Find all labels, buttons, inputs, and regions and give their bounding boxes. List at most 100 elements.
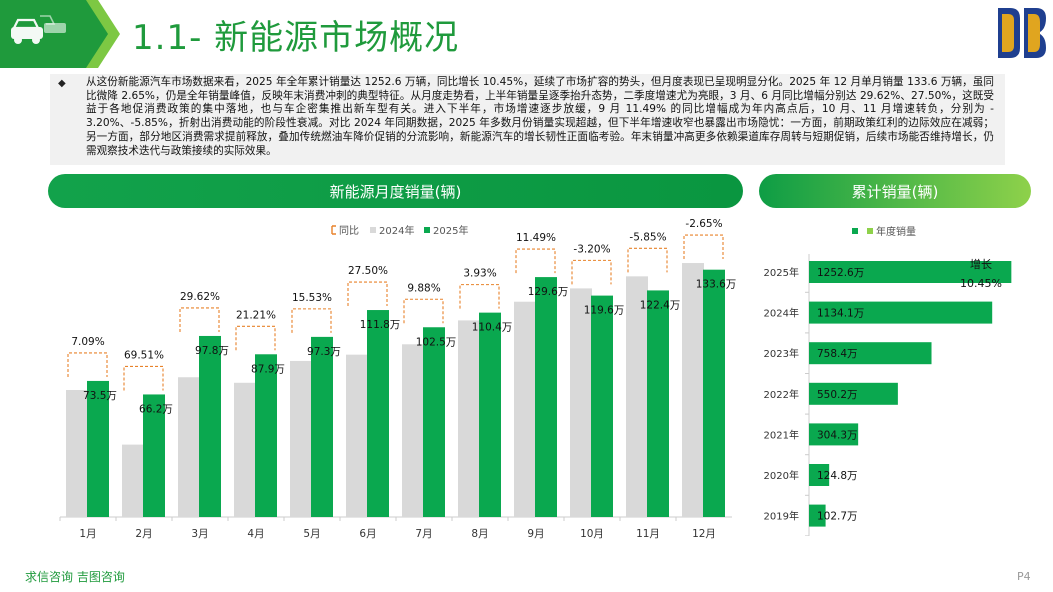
- legend-swatch-yoy: [331, 225, 336, 235]
- page-number: P4: [1017, 570, 1031, 583]
- cumulative-bar-label: 1134.1万: [817, 308, 864, 320]
- x-tick-label: 12月: [692, 528, 716, 540]
- x-tick-label: 2月: [135, 528, 152, 540]
- cumulative-bar: [809, 342, 932, 365]
- yoy-label: 69.51%: [124, 349, 164, 361]
- cumulative-sales-title: 累计销量(辆): [759, 174, 1031, 208]
- bar-2025: [199, 335, 221, 517]
- cumulative-legend: 年度销量: [852, 225, 916, 238]
- yoy-label: -3.20%: [573, 243, 610, 255]
- bar-2025: [703, 269, 725, 517]
- y-tick-label: 2020年: [764, 469, 799, 482]
- legend-label-yoy: 同比: [339, 225, 359, 237]
- company-logo-icon: [998, 8, 1046, 58]
- bar-2024: [234, 382, 256, 517]
- yoy-bracket: [123, 365, 164, 391]
- page-title: 1.1- 新能源市场概况: [132, 18, 460, 58]
- bar-2024: [570, 288, 592, 517]
- x-tick-label: 3月: [191, 528, 208, 540]
- growth-annotation-value: 10.45%: [960, 277, 1002, 290]
- yoy-label: 29.62%: [180, 291, 220, 303]
- growth-annotation-title: 增长: [970, 257, 992, 271]
- x-tick-label: 8月: [471, 528, 488, 540]
- summary-box: [50, 74, 1005, 165]
- bar-2025: [311, 336, 333, 517]
- legend-label-2025: 2025年: [433, 224, 468, 237]
- bar-2024: [458, 320, 480, 517]
- bar-2025: [367, 310, 389, 517]
- bar-2025-label: 87.9万: [251, 363, 285, 375]
- bar-2025: [255, 354, 277, 517]
- legend-label-annual: 年度销量: [876, 225, 916, 238]
- x-tick-label: 10月: [580, 528, 604, 540]
- bar-2025-label: 97.3万: [307, 346, 341, 358]
- footer-brand: 求信咨询 吉图咨询: [25, 570, 125, 584]
- car-icon: [11, 15, 66, 44]
- yoy-label: 21.21%: [236, 309, 276, 321]
- bar-2024: [626, 276, 648, 517]
- y-tick-label: 2019年: [764, 510, 799, 523]
- bar-2025: [423, 327, 445, 517]
- x-tick-label: 5月: [303, 528, 320, 540]
- y-tick-label: 2023年: [764, 347, 799, 360]
- yoy-bracket: [515, 248, 556, 274]
- y-tick-label: 2024年: [764, 307, 799, 320]
- x-tick-label: 1月: [79, 528, 96, 540]
- cumulative-bar-label: 758.4万: [817, 348, 858, 360]
- y-tick-label: 2022年: [764, 388, 799, 401]
- yoy-bracket: [67, 352, 108, 377]
- yoy-bracket: [179, 307, 220, 332]
- bar-2025: [591, 295, 613, 517]
- x-tick-label: 11月: [636, 528, 660, 540]
- cumulative-bar-label: 550.2万: [817, 389, 858, 401]
- bar-2025-label: 122.4万: [640, 299, 681, 311]
- bar-2025-label: 119.6万: [584, 305, 625, 317]
- bar-2024: [682, 263, 704, 517]
- yoy-bracket: [459, 284, 500, 309]
- bar-2024: [402, 344, 424, 517]
- cumulative-bar: [809, 301, 993, 324]
- yoy-label: -2.65%: [685, 218, 722, 230]
- yoy-bracket: [683, 234, 724, 260]
- legend-swatch-2024: [370, 227, 376, 233]
- bar-2024: [290, 360, 312, 517]
- yoy-label: 9.88%: [407, 282, 440, 294]
- yoy-bracket: [403, 298, 444, 324]
- legend-swatch-2025: [424, 227, 430, 233]
- summary-bullet: ◆: [58, 78, 66, 89]
- cumulative-bar-label: 304.3万: [817, 429, 858, 441]
- x-tick-label: 7月: [415, 528, 432, 540]
- bar-2025: [647, 290, 669, 517]
- cumulative-bar: [809, 423, 859, 446]
- y-tick-label: 2021年: [764, 428, 799, 441]
- monthly-sales-title: 新能源月度销量(辆): [48, 174, 743, 208]
- bar-2025-label: 133.6万: [696, 279, 737, 291]
- bar-2025: [87, 380, 109, 517]
- bar-2024: [178, 377, 200, 517]
- legend-swatch-annual: [867, 228, 873, 234]
- bar-2025-label: 102.5万: [416, 336, 457, 348]
- yoy-label: 11.49%: [516, 232, 556, 244]
- bar-2025-label: 111.8万: [360, 319, 401, 331]
- header-bar: [0, 0, 1046, 68]
- yoy-label: 7.09%: [71, 336, 104, 348]
- bar-2025: [535, 277, 557, 517]
- yoy-bracket: [627, 247, 668, 273]
- yoy-label: 27.50%: [348, 265, 388, 277]
- cumulative-bar: [809, 382, 898, 405]
- bar-2025: [143, 394, 165, 517]
- cumulative-bar-label: 102.7万: [817, 511, 858, 523]
- yoy-label: -5.85%: [629, 231, 666, 243]
- cumulative-bar: [809, 504, 826, 527]
- y-tick-label: 2025年: [764, 266, 799, 279]
- bar-2024: [514, 301, 536, 517]
- yoy-bracket: [235, 325, 276, 351]
- monthly-legend: 同比 2024年 2025年: [331, 224, 468, 237]
- bar-2025-label: 110.4万: [472, 322, 513, 334]
- bar-2025: [479, 312, 501, 517]
- yoy-bracket: [571, 259, 612, 285]
- bar-2025-label: 66.2万: [139, 403, 173, 415]
- bar-2024: [122, 444, 144, 517]
- bar-2025-label: 97.8万: [195, 345, 229, 357]
- bar-2025-label: 73.5万: [83, 390, 117, 402]
